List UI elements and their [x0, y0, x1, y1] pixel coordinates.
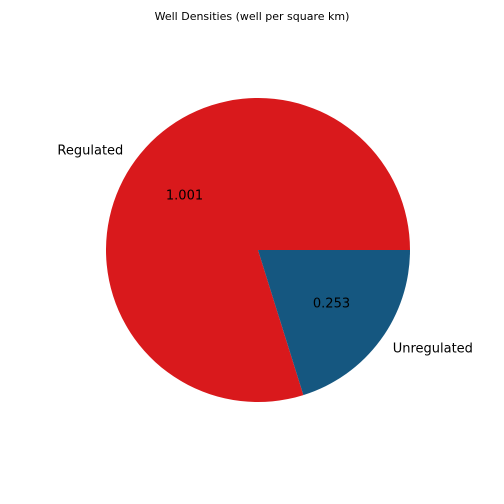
pie-slice-unregulated — [258, 250, 410, 396]
pie-slice-regulated — [105, 97, 410, 402]
value-label-unregulated: 0.253 — [313, 297, 350, 312]
chart-title: Well Densities (well per square km) — [155, 10, 350, 23]
pie-slices — [105, 97, 410, 402]
slice-label-unregulated: Unregulated — [393, 342, 473, 357]
pie-labels: Regulated 1.001 Unregulated 0.253 — [57, 144, 473, 357]
slice-label-regulated: Regulated — [57, 144, 123, 159]
value-label-regulated: 1.001 — [166, 189, 203, 204]
